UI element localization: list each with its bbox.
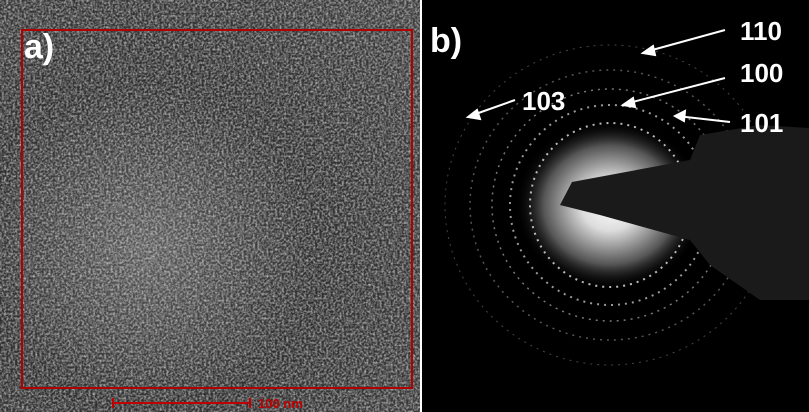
miller-index: 101	[740, 108, 783, 138]
tem-texture	[0, 0, 420, 412]
page: 100 nm a) b) 110 100 103 101 (() => { co…	[0, 0, 809, 412]
panel-a: 100 nm a)	[0, 0, 420, 412]
miller-index: 110	[740, 16, 782, 46]
panel-label: a)	[24, 28, 54, 66]
miller-index: 103	[522, 86, 565, 116]
figure: 100 nm a) b) 110 100 103 101	[0, 0, 809, 412]
panel-b: b) 110 100 103 101	[422, 0, 809, 412]
miller-index: 100	[740, 58, 783, 88]
panel-label: b)	[430, 22, 462, 60]
scale-label: 100 nm	[258, 396, 303, 411]
